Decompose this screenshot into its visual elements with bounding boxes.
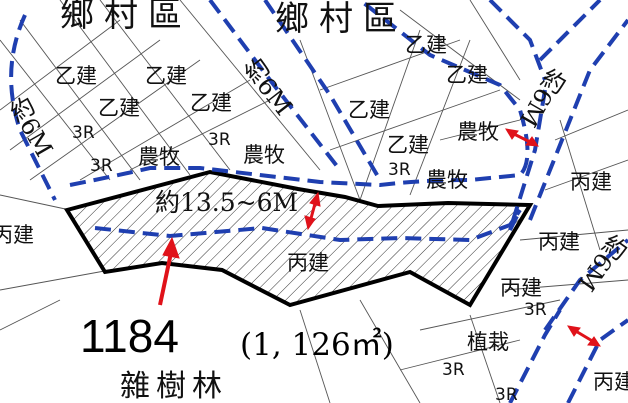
building-c-label: 丙建 xyxy=(538,230,580,254)
building-b-label: 乙建 xyxy=(145,64,187,88)
building-b-label: 乙建 xyxy=(387,133,429,157)
village-zone-label: 鄉村區 xyxy=(60,0,192,35)
parcel-1184-hatched-area[interactable] xyxy=(63,169,534,308)
residential-3r-label: 3R xyxy=(72,123,95,143)
woodland-label: 雜樹林 xyxy=(120,369,228,403)
agriculture-label: 農牧 xyxy=(243,143,285,167)
agriculture-label: 農牧 xyxy=(138,145,180,169)
building-c-label: 丙建 xyxy=(593,370,628,394)
residential-3r-label: 3R xyxy=(442,360,465,380)
residential-3r-label: 3R xyxy=(90,156,113,176)
building-b-label: 乙建 xyxy=(348,98,390,122)
parcel-number: 1184 xyxy=(80,310,179,362)
planting-label: 植栽 xyxy=(467,330,509,354)
village-zone-label: 鄉村區 xyxy=(275,0,407,39)
building-b-label: 乙建 xyxy=(405,33,447,57)
parcel-area: (1, 126㎡) xyxy=(240,327,394,363)
building-b-label: 乙建 xyxy=(98,96,140,120)
agriculture-label: 農牧 xyxy=(426,168,468,192)
residential-3r-label: 3R xyxy=(388,160,411,180)
building-c-label: 丙建 xyxy=(287,251,329,275)
residential-3r-label: 3R xyxy=(524,300,547,320)
building-c-label: 丙建 xyxy=(570,170,612,194)
road-width-label: 約13.5~6M xyxy=(155,188,299,217)
agriculture-label: 農牧 xyxy=(457,120,499,144)
building-c-label: 丙建 xyxy=(500,276,542,300)
residential-3r-label: 3R xyxy=(495,385,518,403)
building-b-label: 乙建 xyxy=(446,63,488,87)
building-b-label: 乙建 xyxy=(55,64,97,88)
building-c-label: 丙建 xyxy=(0,223,34,247)
residential-3r-label: 3R xyxy=(208,130,231,150)
red-arrows xyxy=(158,128,601,347)
building-b-label: 乙建 xyxy=(190,91,232,115)
